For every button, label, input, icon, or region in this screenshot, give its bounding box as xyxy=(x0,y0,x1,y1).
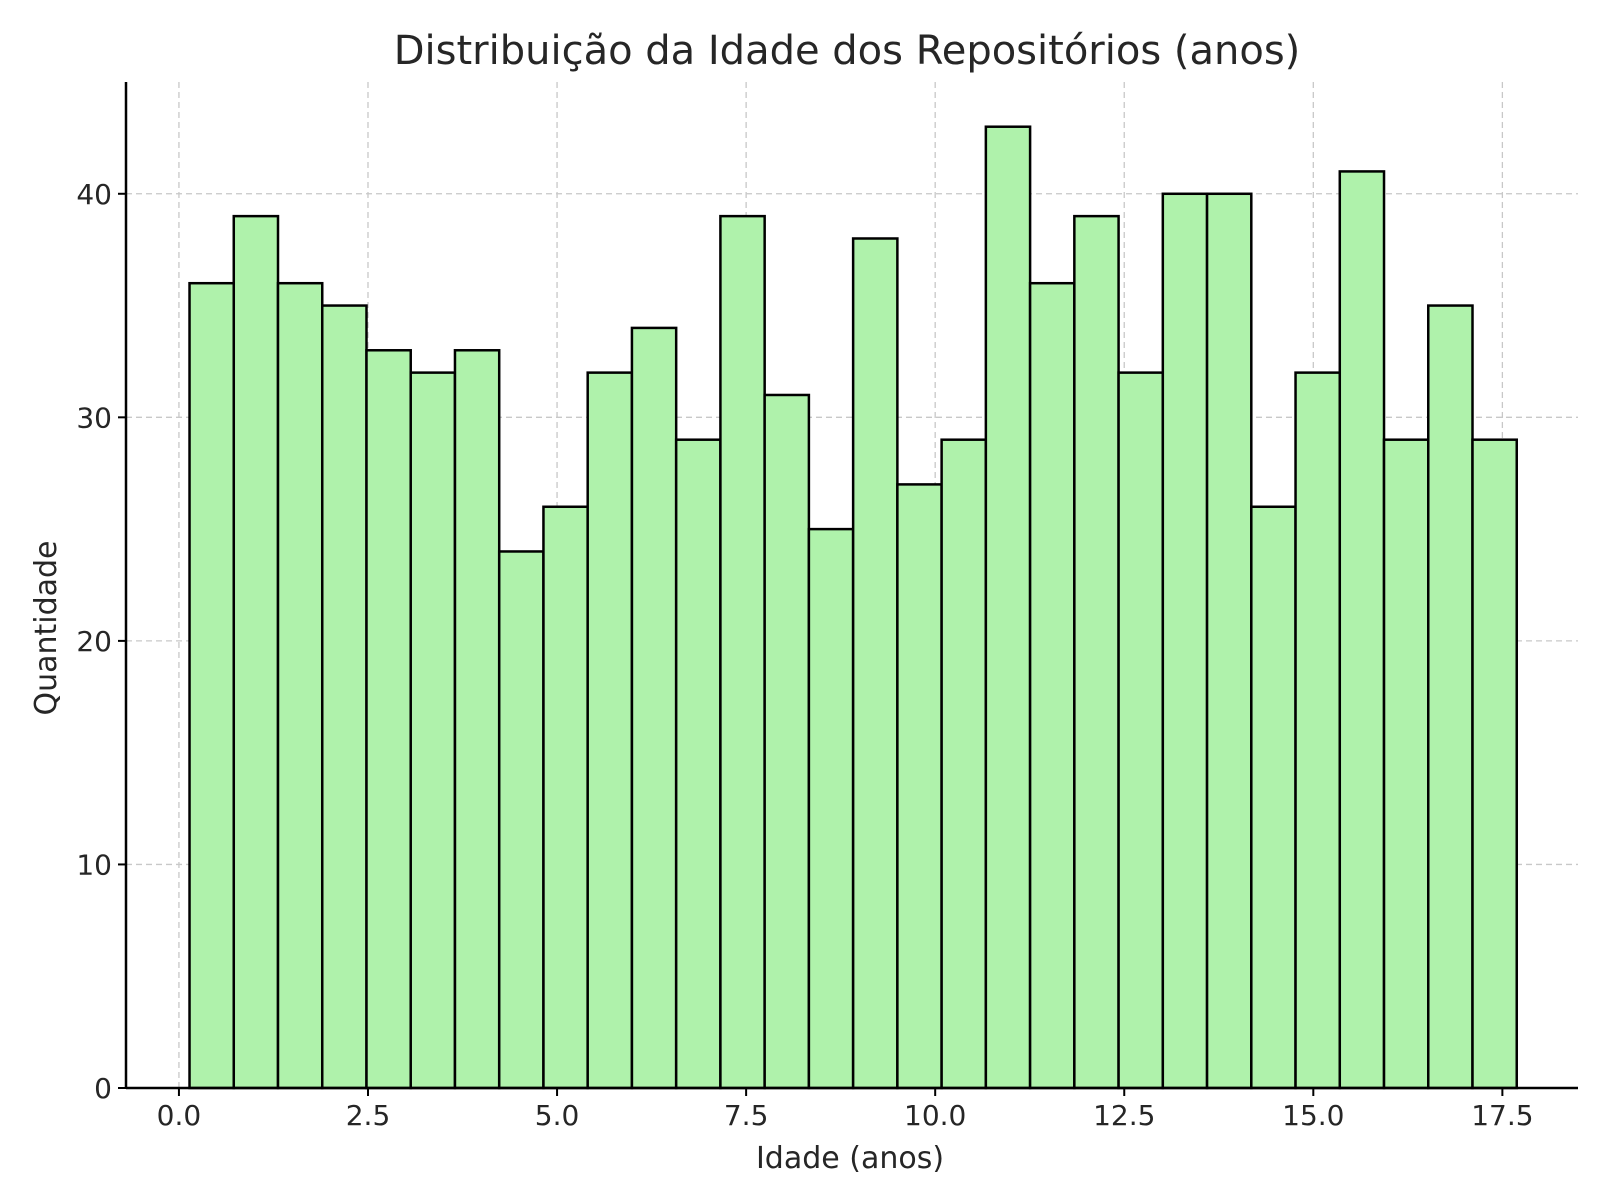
x-tick-label: 15.0 xyxy=(1282,1099,1344,1132)
histogram-bar xyxy=(1250,505,1297,1090)
x-tick-label: 5.0 xyxy=(535,1099,580,1132)
histogram-bar xyxy=(542,505,589,1090)
histogram-bar xyxy=(232,214,280,1090)
histogram-bar xyxy=(409,371,457,1090)
histogram-bar xyxy=(630,326,678,1090)
y-tick-label: 10 xyxy=(76,848,112,881)
x-axis-label: Idade (anos) xyxy=(756,1141,944,1176)
x-tick-label: 17.5 xyxy=(1471,1099,1533,1132)
histogram-bar xyxy=(851,237,899,1090)
y-tick-label: 40 xyxy=(76,178,112,211)
x-tick-label: 12.5 xyxy=(1093,1099,1155,1132)
histogram-bar xyxy=(1338,170,1386,1090)
y-tick-label: 20 xyxy=(76,625,112,658)
histogram-bar xyxy=(984,125,1032,1090)
x-tick-label: 7.5 xyxy=(724,1099,769,1132)
bars xyxy=(188,125,1518,1090)
histogram-bar xyxy=(1028,281,1076,1090)
x-tick-label: 0.0 xyxy=(157,1099,202,1132)
y-tick-label: 30 xyxy=(76,401,112,434)
histogram-bar xyxy=(365,349,412,1090)
tick-labels: 0.0 2.5 5.0 7.5 10.0 12.5 15.0 17.5 0 10 20 30 40 xyxy=(76,178,1533,1132)
histogram-bar xyxy=(1382,438,1430,1090)
y-axis-label: Quantidade xyxy=(29,540,64,715)
x-tick-label: 2.5 xyxy=(346,1099,391,1132)
histogram-bar xyxy=(1471,438,1518,1090)
histogram-bar xyxy=(586,371,634,1090)
histogram-bar xyxy=(719,214,766,1090)
x-tick-label: 10.0 xyxy=(904,1099,966,1132)
histogram-bar xyxy=(188,281,236,1090)
histogram-bar xyxy=(674,438,722,1090)
histogram-bar xyxy=(320,304,368,1090)
histogram-bar xyxy=(940,438,988,1090)
histogram-bar xyxy=(1073,214,1120,1090)
histogram-bar xyxy=(1427,304,1474,1090)
histogram-bar xyxy=(896,483,943,1090)
histogram-bar xyxy=(1117,371,1165,1090)
histogram-bar xyxy=(1205,192,1253,1090)
histogram-bar xyxy=(1294,371,1342,1090)
histogram-bar xyxy=(276,281,324,1090)
histogram-bar xyxy=(453,349,501,1090)
y-tick-label: 0 xyxy=(94,1072,112,1105)
histogram-bar xyxy=(497,550,545,1090)
chart-title: Distribuição da Idade dos Repositórios (… xyxy=(394,28,1301,74)
histogram-bar xyxy=(807,527,855,1090)
histogram-bar xyxy=(1161,192,1209,1090)
histogram-bar xyxy=(763,393,811,1090)
